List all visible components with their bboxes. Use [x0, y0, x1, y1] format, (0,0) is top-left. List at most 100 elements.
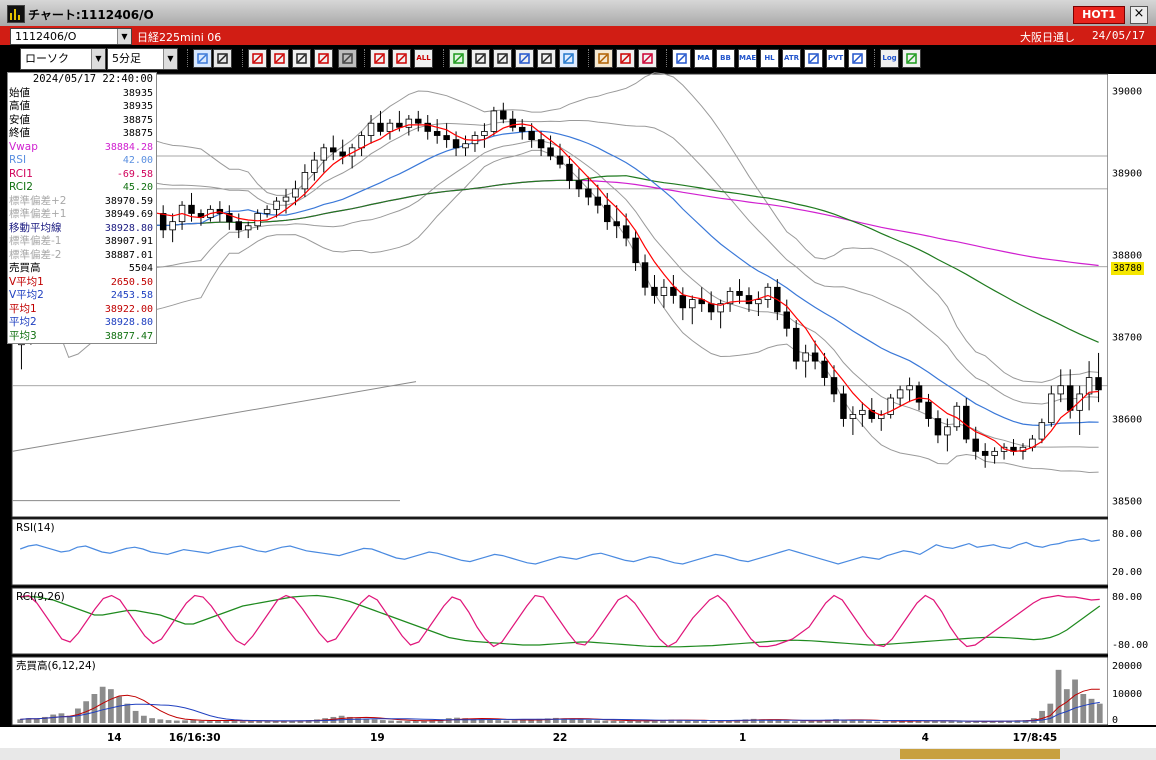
volume-bar — [42, 716, 48, 723]
data-row-label: 標準偏差-1 — [9, 235, 62, 247]
candle — [981, 450, 989, 456]
interval-select[interactable]: 5分足 ▼ — [107, 48, 178, 70]
candle-button[interactable] — [314, 49, 333, 68]
candle — [641, 262, 649, 288]
zoom-button[interactable] — [193, 49, 212, 68]
pencil-button[interactable] — [449, 49, 468, 68]
candle — [934, 418, 942, 436]
atr-button[interactable]: ATR — [782, 49, 801, 68]
shrink-button[interactable] — [370, 49, 389, 68]
candle — [594, 196, 602, 206]
candle — [689, 299, 696, 309]
arrow-icon — [518, 52, 531, 64]
trash-button[interactable] — [559, 49, 578, 68]
candle — [660, 286, 668, 296]
magnify-button[interactable] — [270, 49, 289, 68]
toolbar-separator — [242, 49, 245, 67]
volume-bar — [767, 719, 774, 723]
info-button[interactable] — [338, 49, 357, 68]
volume-bar — [1096, 703, 1103, 723]
candle — [311, 159, 318, 173]
bb-button[interactable]: BB — [716, 49, 735, 68]
draw-line-button[interactable] — [471, 49, 490, 68]
rsi-line — [19, 538, 1100, 565]
settings-button[interactable] — [594, 49, 613, 68]
candle — [443, 135, 450, 141]
volume-bar — [1022, 720, 1029, 723]
data-row-value: 38875 — [122, 114, 153, 126]
export-button[interactable] — [902, 49, 921, 68]
chevron-down-icon[interactable]: ▼ — [117, 29, 131, 44]
volume-bar — [305, 720, 312, 723]
hot-badge[interactable]: HOT1 — [1073, 6, 1125, 24]
volume-bar — [874, 721, 881, 723]
data-row: V平均1 2650.50 — [8, 276, 156, 290]
volume-bar — [1088, 698, 1095, 723]
volume-bar — [198, 720, 205, 723]
chevron-down-icon[interactable]: ▼ — [163, 49, 177, 69]
panel-title: 売買高(6,12,24) — [16, 659, 96, 672]
log-icon: Log — [882, 54, 897, 62]
candle — [415, 118, 422, 124]
mae-button[interactable]: MAE — [738, 49, 757, 68]
candle — [698, 299, 705, 305]
volume-bar — [577, 719, 584, 723]
note-button[interactable] — [537, 49, 556, 68]
panel-title: RCI(9,26) — [16, 591, 65, 603]
symbol-select[interactable]: 1112406/O ▼ — [10, 28, 132, 45]
data-row: 標準偏差+2 38970.59 — [8, 195, 156, 209]
chevron-down-icon[interactable]: ▼ — [91, 49, 105, 69]
table-button[interactable] — [213, 49, 232, 68]
candle — [830, 377, 838, 395]
volume-bar — [915, 720, 922, 723]
expand-icon — [395, 52, 408, 64]
volume-bar — [643, 720, 650, 723]
pattern-button[interactable] — [804, 49, 823, 68]
indicator-a-button[interactable] — [672, 49, 691, 68]
volume-bar — [1006, 720, 1012, 723]
price-tick-label: 38500 — [1112, 497, 1142, 508]
candle — [755, 299, 762, 305]
data-row-label: 平均1 — [9, 302, 37, 315]
data-row: 標準偏差-1 38907.91 — [8, 235, 156, 249]
volume-bar — [165, 720, 172, 723]
close-button[interactable]: × — [1130, 6, 1148, 24]
volume-bar — [676, 720, 683, 723]
price-tick-label: 38700 — [1112, 333, 1142, 344]
expand-button[interactable] — [392, 49, 411, 68]
palette-button[interactable] — [638, 49, 657, 68]
volume-bar — [1014, 720, 1021, 723]
candle — [169, 221, 176, 231]
volume-bar — [495, 720, 502, 723]
data-row: 安値 38875 — [8, 114, 156, 128]
volume-bar — [1039, 710, 1045, 723]
window-titlebar: チャート:1112406/O HOT1 × — [0, 0, 1156, 27]
candle — [367, 122, 375, 136]
toolbar-separator — [588, 49, 591, 67]
ma-button[interactable]: MA — [694, 49, 713, 68]
volume-bar — [726, 720, 732, 723]
candle — [651, 286, 658, 296]
cursor-button[interactable] — [248, 49, 267, 68]
volume-bar — [454, 717, 460, 723]
log-button[interactable]: Log — [880, 49, 899, 68]
volume-bar — [132, 710, 139, 723]
candle — [1038, 422, 1046, 440]
volume-bar — [470, 718, 477, 723]
pvt-button[interactable]: PVT — [826, 49, 845, 68]
wrench-button[interactable] — [616, 49, 635, 68]
arrow-button[interactable] — [515, 49, 534, 68]
bar-button[interactable] — [292, 49, 311, 68]
panel-tick-label: 10000 — [1112, 689, 1142, 700]
pointer-button[interactable] — [493, 49, 512, 68]
all-button[interactable]: ALL — [414, 49, 433, 68]
panel-tick-label: 20.00 — [1112, 567, 1142, 578]
price-tick-label: 39000 — [1112, 86, 1142, 97]
volume-bar — [833, 719, 839, 723]
data-row: 平均3 38877.47 — [8, 330, 156, 344]
window-button[interactable] — [848, 49, 867, 68]
chart-type-select[interactable]: ローソク ▼ — [20, 48, 106, 70]
hl-button[interactable]: HL — [760, 49, 779, 68]
volume-bar — [17, 719, 24, 723]
